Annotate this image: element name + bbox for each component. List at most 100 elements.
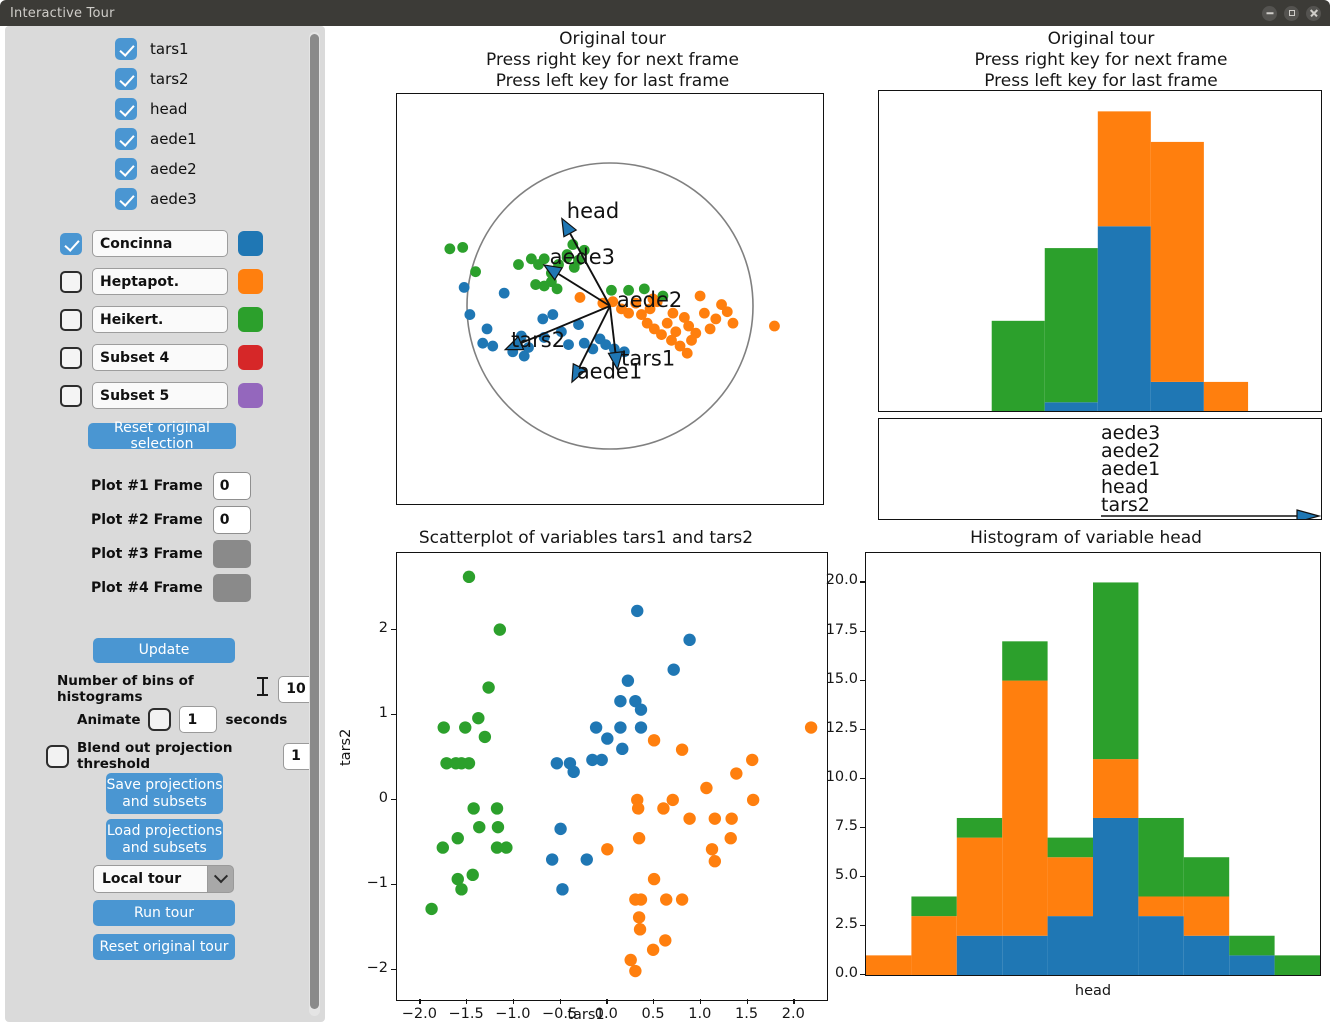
plot1-frame-input[interactable]: 0 [212,472,251,500]
scatter-point [634,721,648,734]
tour-point [657,290,669,302]
y-tick-mark [860,630,865,632]
scatter-point [683,812,696,825]
scatter-point [730,767,743,780]
axis-arrow-head-icon [1296,509,1321,519]
animate-row: Animate 1 seconds [77,706,287,733]
tour-histogram-axes[interactable] [878,90,1322,412]
scatter-point [436,841,450,854]
sidebar-scrollbar[interactable] [309,32,320,1016]
variable-label: head [150,100,188,118]
tour-point [698,307,710,319]
tour-type-select[interactable]: Local tour [93,865,224,893]
checkbox-aede1[interactable] [115,128,137,150]
color-swatch-4[interactable] [238,345,263,370]
x-tick-mark [559,999,561,1004]
tour-point [547,309,559,320]
checkbox-aede3[interactable] [115,188,137,210]
checkbox-animate[interactable] [148,708,172,731]
scatter-point [595,753,608,767]
histogram-bar-segment [1002,641,1048,681]
scatter-point [455,883,468,896]
axis-arrow-head-icon [561,217,578,238]
scatter-point [589,721,603,734]
tour-projection-title: Original tour Press right key for next f… [330,29,895,92]
subset-row-5[interactable]: Subset 5 [60,382,263,409]
subset-name-input-3[interactable]: Heikert. [92,306,228,333]
checkbox-subset-concinna[interactable] [60,232,82,255]
checkbox-subset-heikert[interactable] [60,308,82,331]
subset-name-input-4[interactable]: Subset 4 [92,344,228,371]
axis-arrow-head-icon [503,335,525,351]
checkbox-tars2[interactable] [115,68,137,90]
x-tick-mark [699,999,702,1004]
y-tick-mark [860,826,865,829]
plot2-frame-input[interactable]: 0 [212,506,251,534]
checkbox-subset-4[interactable] [60,346,82,369]
scatter-point [724,832,737,845]
histogram-bar-segment [1047,857,1093,917]
variable-row-tars2[interactable]: tars2 [115,68,189,90]
checkbox-tars1[interactable] [115,38,137,60]
scatterplot-axes[interactable] [396,552,828,1001]
histogram-head-svg [866,582,1320,975]
bins-input[interactable]: 10 [278,675,315,703]
subset-row-concinna[interactable]: Concinna [60,230,263,257]
histogram-head-axes[interactable] [865,552,1321,976]
tour-projection-axes[interactable]: tars1 tars2 head aede1 aede2 aede3 [396,93,824,505]
histogram-bar-segment [1150,381,1204,411]
subset-row-heikert[interactable]: Heikert. [60,306,263,333]
subset-row-4[interactable]: Subset 4 [60,344,263,371]
save-projections-button[interactable]: Save projections and subsets [106,773,223,814]
scatter-point [675,743,689,756]
tour-point [727,317,739,329]
subset-name-input-5[interactable]: Subset 5 [92,382,228,409]
variable-row-head[interactable]: head [115,98,187,120]
checkbox-aede2[interactable] [115,158,137,180]
color-swatch-5[interactable] [238,383,263,408]
color-swatch-3[interactable] [238,307,263,332]
histogram-bar-segment [1044,248,1098,403]
axis-labels-axes[interactable]: aede3 aede2 aede1 head tars2 [878,418,1322,520]
axis-arrow-label: tars1 [621,346,675,370]
load-line-2: and subsets [122,839,207,856]
load-projections-button[interactable]: Load projections and subsets [106,819,223,860]
scatter-point [451,832,464,845]
color-swatch-1[interactable] [238,231,263,256]
run-tour-button[interactable]: Run tour [93,900,235,926]
histogram-bar-segment [911,916,957,975]
variable-row-aede2[interactable]: aede2 [115,158,197,180]
maximize-icon[interactable] [1284,5,1299,21]
histogram-bar-segment [1203,381,1249,411]
color-swatch-2[interactable] [238,269,263,294]
subset-row-heptapot[interactable]: Heptapot. [60,268,263,295]
histogram-bar-segment [1002,680,1048,936]
y-tick-label: 15.0 [825,670,858,687]
checkbox-subset-heptapot[interactable] [60,270,82,293]
histogram-head-panel: Histogram of variable head 0.0 2.5 5.0 7.5 1… [826,526,1330,1026]
tour-point [555,326,567,338]
scrollbar-thumb[interactable] [310,34,319,1009]
checkbox-blend-out[interactable] [46,744,69,768]
reset-original-selection-button[interactable]: Reset original selection [88,420,236,452]
variable-row-tars1[interactable]: tars1 [115,38,189,60]
checkbox-subset-5[interactable] [60,384,82,407]
variable-row-aede1[interactable]: aede1 [115,128,197,150]
subset-name-input-1[interactable]: Concinna [92,230,228,257]
scatter-point [629,964,642,978]
variable-label: tars1 [150,40,189,58]
histogram-head-title: Histogram of variable head [970,528,1202,548]
close-icon[interactable] [1306,5,1321,21]
update-button[interactable]: Update [93,638,235,663]
histogram-bar-segment [1093,582,1139,760]
chevron-down-icon[interactable] [207,865,234,893]
tour-point [444,243,456,255]
axis-arrow-label: aede2 [617,288,682,312]
animate-seconds-input[interactable]: 1 [179,706,218,733]
checkbox-head[interactable] [115,98,137,120]
histogram-bar-segment [866,955,912,975]
minimize-icon[interactable] [1262,5,1277,21]
variable-row-aede3[interactable]: aede3 [115,188,197,210]
subset-name-input-2[interactable]: Heptapot. [92,268,228,295]
reset-original-tour-button[interactable]: Reset original tour [93,934,235,960]
